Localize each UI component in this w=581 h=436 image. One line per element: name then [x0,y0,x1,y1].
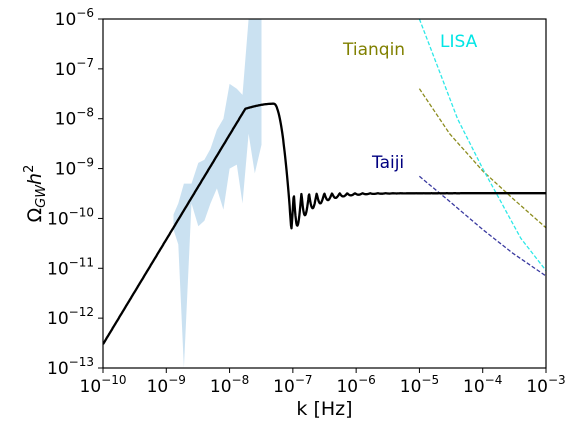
y-label-sup: 2 [22,165,37,173]
y-tick-label: 10−8 [55,106,94,130]
curve-tianqin [418,88,546,229]
detector-curves [418,19,546,277]
curve-taiji [418,175,546,277]
y-tick-label: 10−7 [55,56,94,80]
detector-labels: Tianqin LISA Taiji [342,32,478,173]
x-tick-label: 10−4 [463,373,502,397]
pta-band-area [173,19,262,368]
x-tick-label: 10−10 [80,373,127,397]
x-ticks: 10−10 10−9 10−8 10−7 10−6 10−5 10−4 10−3 [80,368,566,397]
x-tick-label: 10−8 [210,373,249,397]
y-tick-label: 10−11 [47,255,94,279]
pta-band [173,19,262,368]
x-tick-label: 10−9 [147,373,186,397]
y-tick-label: 10−9 [55,156,94,180]
x-tick-label: 10−6 [336,373,375,397]
x-axis-label: k [Hz] [296,398,352,420]
label-tianqin: Tianqin [342,40,405,60]
label-lisa: LISA [440,32,478,52]
y-label-sub: GW [34,184,49,208]
y-ticks: 10−13 10−12 10−11 10−10 10−9 10−8 10−7 10−6 [47,6,103,379]
plot-frame [102,18,547,369]
x-tick-label: 10−5 [400,373,439,397]
y-label-omega: Ω [24,208,46,223]
y-tick-label: 10−13 [47,355,94,379]
curve-lisa [418,19,546,271]
y-label-h: h [24,173,46,185]
main-curve [103,102,546,345]
y-axis-label: ΩGWh2 [22,165,49,223]
y-tick-label: 10−10 [47,205,94,229]
y-tick-label: 10−12 [47,305,94,329]
main-curve-layer [103,102,546,345]
label-taiji: Taiji [371,153,404,173]
x-tick-label: 10−7 [273,373,312,397]
y-tick-label: 10−6 [55,6,94,30]
x-tick-label: 10−3 [526,373,565,397]
